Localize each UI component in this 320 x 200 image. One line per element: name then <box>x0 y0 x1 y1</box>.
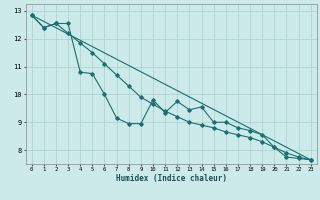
X-axis label: Humidex (Indice chaleur): Humidex (Indice chaleur) <box>116 174 227 183</box>
